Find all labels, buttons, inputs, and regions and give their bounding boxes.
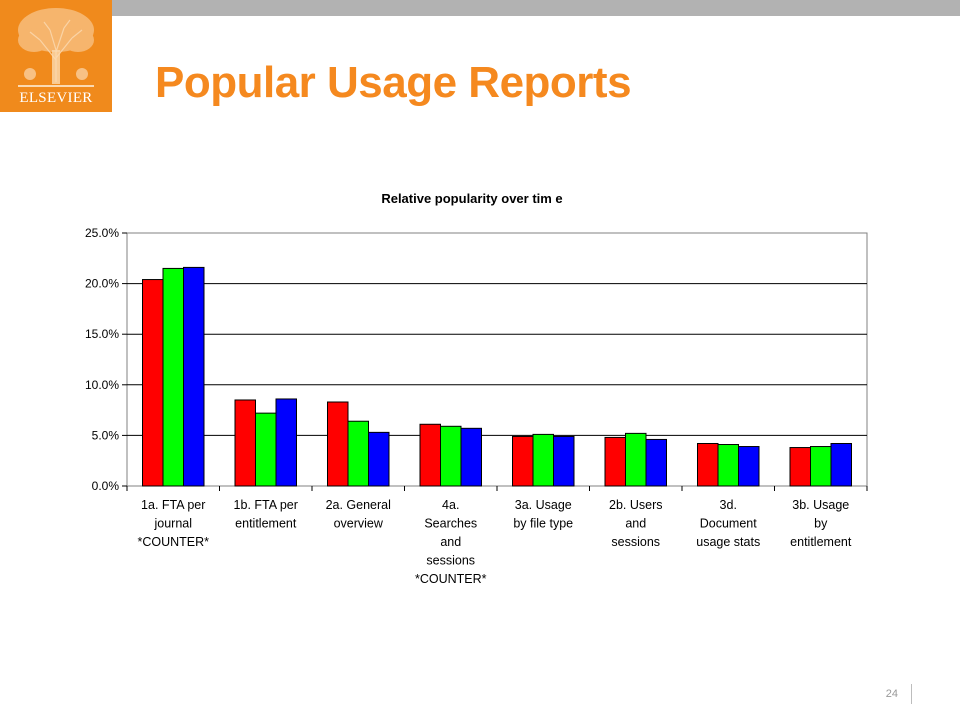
bar — [255, 412, 277, 487]
bar — [368, 431, 390, 487]
logo-text: ELSEVIER — [19, 90, 93, 106]
bar — [183, 266, 205, 487]
page-title: Popular Usage Reports — [155, 58, 632, 107]
bar — [830, 442, 852, 487]
y-tick-label: 0.0% — [92, 479, 120, 493]
bar — [142, 279, 164, 487]
x-tick-label: 3d. Document usage stats — [696, 498, 760, 549]
y-tick-label: 15.0% — [85, 327, 119, 341]
x-tick-label: 3a. Usage by file type — [513, 498, 573, 531]
top-bar — [112, 0, 960, 16]
bar — [440, 425, 462, 487]
bar — [347, 420, 369, 487]
bar — [810, 446, 832, 487]
x-tick-label: 4a. Searches and sessions *COUNTER* — [415, 498, 487, 586]
x-tick-label: 1a. FTA per journal *COUNTER* — [137, 498, 209, 549]
page-divider — [911, 684, 912, 704]
bar — [645, 438, 667, 487]
x-tick-label: 2b. Users and sessions — [609, 498, 663, 549]
bar — [460, 427, 482, 487]
bar — [697, 442, 719, 487]
tree-icon — [18, 8, 94, 87]
x-tick-label: 2a. General overview — [326, 498, 391, 531]
bar — [512, 435, 534, 487]
elsevier-logo: ELSEVIER — [0, 0, 112, 112]
y-tick-label: 5.0% — [92, 428, 120, 442]
x-tick-label: 3b. Usage by entitlement — [790, 498, 852, 549]
bar — [162, 267, 184, 487]
bar — [789, 447, 811, 487]
bar — [738, 446, 760, 487]
y-tick-label: 25.0% — [85, 226, 119, 240]
bar — [717, 444, 739, 487]
bar — [625, 432, 647, 487]
bar — [327, 401, 349, 487]
y-tick-label: 20.0% — [85, 277, 119, 291]
page-number: 24 — [885, 688, 898, 700]
x-tick-label: 1b. FTA per entitlement — [234, 498, 298, 531]
bar — [275, 398, 297, 487]
chart-title: Relative popularity over tim e — [381, 191, 562, 206]
bar — [553, 435, 575, 487]
bar — [532, 433, 554, 487]
y-tick-label: 10.0% — [85, 378, 119, 392]
bar — [419, 423, 441, 487]
bar — [234, 399, 256, 487]
bar — [604, 436, 626, 487]
